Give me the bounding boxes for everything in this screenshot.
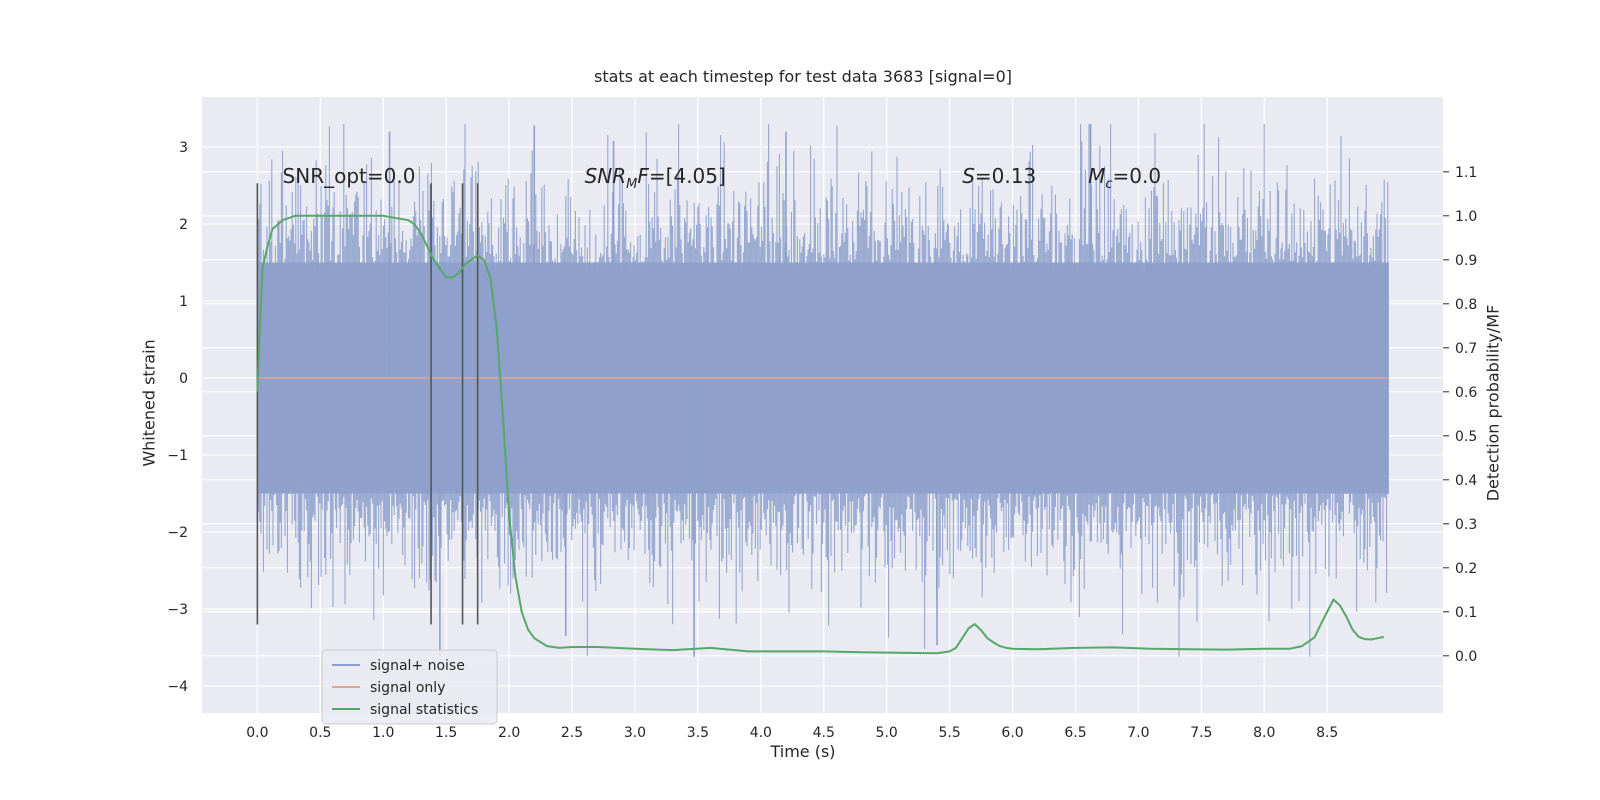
x-axis-title: Time (s) xyxy=(769,742,835,761)
axes: 0.0 0.5 1.0 1.5 2.0 2.5 3.0 3.5 4.0 4.5 5.0 5.5 6.0 6… xyxy=(167,140,1477,741)
y-tick-label: 2 xyxy=(179,217,188,233)
legend-label: signal statistics xyxy=(370,702,478,718)
x-tick-label: 4.5 xyxy=(813,725,835,741)
x-tick-label: 1.0 xyxy=(372,725,394,741)
y2-tick-label: 0.8 xyxy=(1455,297,1477,313)
y-tick-label: 3 xyxy=(179,140,188,156)
legend-label: signal+ noise xyxy=(370,658,465,674)
y2-tick-label: 1.1 xyxy=(1455,165,1477,181)
annotation-3: Mc=0.0 xyxy=(1088,164,1161,192)
legend-box xyxy=(321,649,498,725)
x-tick-label: 7.0 xyxy=(1127,725,1149,741)
annotation-2: S=0.13 xyxy=(962,164,1036,188)
x-tick-label: 2.0 xyxy=(498,725,520,741)
y-tick-label: −2 xyxy=(167,525,188,541)
x-tick-label: 7.5 xyxy=(1190,725,1212,741)
y2-tick-label: 0.1 xyxy=(1455,605,1477,621)
x-tick-label: 8.5 xyxy=(1316,725,1338,741)
x-tick-label: 6.0 xyxy=(1001,725,1023,741)
y-tick-label: 0 xyxy=(179,371,188,387)
chart-title: stats at each timestep for test data 368… xyxy=(594,67,1012,86)
x-tick-label: 4.0 xyxy=(750,725,772,741)
x-tick-label: 0.0 xyxy=(246,725,268,741)
y2-tick-label: 0.2 xyxy=(1455,561,1477,577)
x-tick-label: 1.5 xyxy=(435,725,457,741)
annotation-1: SNRMF=[4.05] xyxy=(585,164,726,192)
y2-tick-label: 0.0 xyxy=(1455,649,1477,665)
x-tick-label: 3.0 xyxy=(624,725,646,741)
y2-tick-label: 0.9 xyxy=(1455,253,1477,269)
y-tick-label: −4 xyxy=(167,679,188,695)
x-tick-label: 5.0 xyxy=(876,725,898,741)
y2-axis-title: Detection probability/MF xyxy=(1484,305,1503,502)
y-axis-title: Whitened strain xyxy=(140,339,159,466)
annotation-0: SNR_opt=0.0 xyxy=(283,164,416,188)
y2-tick-label: 0.7 xyxy=(1455,341,1477,357)
series-signal-statistics xyxy=(256,214,1385,655)
y-tick-label: 1 xyxy=(179,294,188,310)
y2-tick-label: 0.3 xyxy=(1455,517,1477,533)
x-tick-label: 8.0 xyxy=(1253,725,1275,741)
y-tick-label: −3 xyxy=(167,602,188,618)
signal-statistics-line xyxy=(256,214,1385,655)
y2-tick-label: 1.0 xyxy=(1455,209,1477,225)
y-tick-label: −1 xyxy=(167,448,188,464)
y2-tick-label: 0.4 xyxy=(1455,473,1477,489)
x-tick-label: 6.5 xyxy=(1064,725,1086,741)
legend-label: signal only xyxy=(370,680,445,696)
x-tick-label: 0.5 xyxy=(309,725,331,741)
x-tick-label: 2.5 xyxy=(561,725,583,741)
y2-tick-label: 0.5 xyxy=(1455,429,1477,445)
x-tick-label: 5.5 xyxy=(938,725,960,741)
legend: signal+ noise signal only signal statistic… xyxy=(321,649,498,725)
y2-tick-label: 0.6 xyxy=(1455,385,1477,401)
x-tick-label: 3.5 xyxy=(687,725,709,741)
annotations: SNR_opt=0.0 SNRMF=[4.05] S=0.13 Mc=0.0 xyxy=(283,164,1162,192)
